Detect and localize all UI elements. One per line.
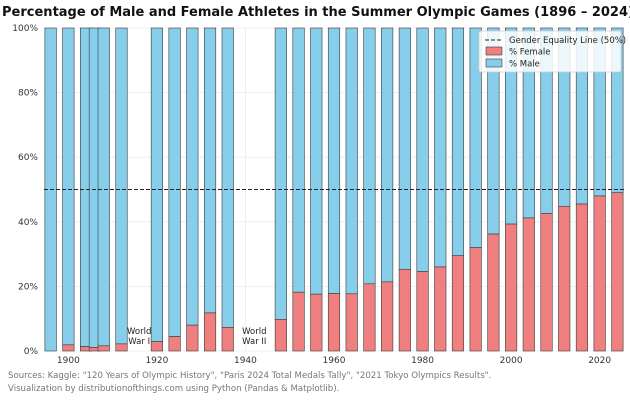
legend: Gender Equality Line (50%) % Female % Male (478, 30, 626, 73)
bar-female (345, 293, 358, 352)
war-annotation: World War II (242, 327, 266, 347)
y-tick-label: 20% (18, 282, 38, 292)
bar-female (522, 217, 535, 352)
y-tick-label: 100% (12, 24, 38, 34)
legend-label-equality: Gender Equality Line (50%) (509, 36, 626, 46)
bar-female (203, 312, 217, 352)
war-annotation: World War I (127, 327, 151, 347)
bar-female (451, 255, 465, 352)
sources-text: Sources: Kaggle: "120 Years of Olympic H… (8, 371, 492, 381)
bar-male (203, 27, 217, 314)
bar-female (221, 327, 234, 352)
bar-female (274, 319, 287, 352)
legend-label-male: % Male (509, 60, 540, 70)
credit-text: Visualization by distributionofthings.co… (8, 384, 340, 394)
bar-male (381, 27, 394, 283)
bar-male (168, 27, 181, 337)
bar-female (168, 336, 181, 352)
bar-female (62, 344, 75, 352)
bar-female (186, 324, 199, 352)
bar-female (487, 233, 500, 352)
bar-female (558, 205, 571, 352)
y-tick-label: 0% (24, 347, 39, 357)
bar-male (97, 27, 110, 347)
war-annotation-line: World (127, 327, 151, 337)
bar-male (327, 27, 341, 294)
bar-female (469, 247, 482, 352)
x-tick-label: 1980 (411, 356, 434, 366)
bar-male (434, 27, 447, 268)
bar-female (505, 223, 518, 352)
bar-male (221, 27, 234, 328)
legend-swatch-male (485, 58, 503, 68)
bar-male (150, 27, 163, 342)
bar-female (575, 203, 588, 352)
bar-female (416, 271, 429, 352)
x-tick-label: 1920 (145, 356, 168, 366)
bar-male (416, 27, 429, 272)
bar-female (310, 293, 323, 352)
y-tick-label: 60% (18, 153, 38, 163)
bar-male (310, 27, 323, 295)
bar-male (274, 27, 287, 320)
bar-female (115, 343, 128, 352)
bar-male (62, 27, 75, 346)
bar-female (150, 341, 163, 352)
bar-male (115, 27, 128, 345)
war-annotation-line: War I (128, 337, 150, 347)
bar-male (398, 27, 411, 270)
bar-male (186, 27, 199, 326)
bar-female (434, 266, 447, 352)
bar-female (381, 281, 394, 352)
bar-female (540, 213, 553, 352)
bar-female (292, 291, 305, 352)
legend-box (478, 30, 622, 73)
bar-male (363, 27, 376, 285)
bar-male (451, 27, 465, 257)
axes: 0% 20% 40% 60% 80% 100% 1900 1920 1940 1960 1980 20… (12, 24, 611, 366)
bar-female (327, 293, 341, 352)
x-tick-label: 1900 (57, 356, 80, 366)
bars (44, 27, 624, 352)
war-annotation-line: War II (242, 337, 266, 347)
bar-female (398, 268, 411, 352)
bar-male (292, 27, 305, 293)
legend-swatch-female (485, 46, 503, 56)
bar-female (593, 195, 606, 352)
x-tick-label: 1940 (234, 356, 257, 366)
bar-female (97, 345, 110, 352)
olympic-gender-chart: Percentage of Male and Female Athletes i… (2, 5, 630, 366)
bar-male (345, 27, 358, 295)
x-tick-label: 2000 (500, 356, 523, 366)
war-annotation-line: World (242, 327, 266, 337)
y-tick-label: 80% (18, 89, 38, 99)
x-tick-label: 2020 (588, 356, 611, 366)
bar-female (363, 283, 376, 352)
y-tick-label: 40% (18, 218, 38, 228)
x-tick-label: 1960 (323, 356, 346, 366)
legend-label-female: % Female (509, 48, 551, 58)
chart-title: Percentage of Male and Female Athletes i… (2, 5, 630, 20)
bar-female (611, 192, 624, 352)
